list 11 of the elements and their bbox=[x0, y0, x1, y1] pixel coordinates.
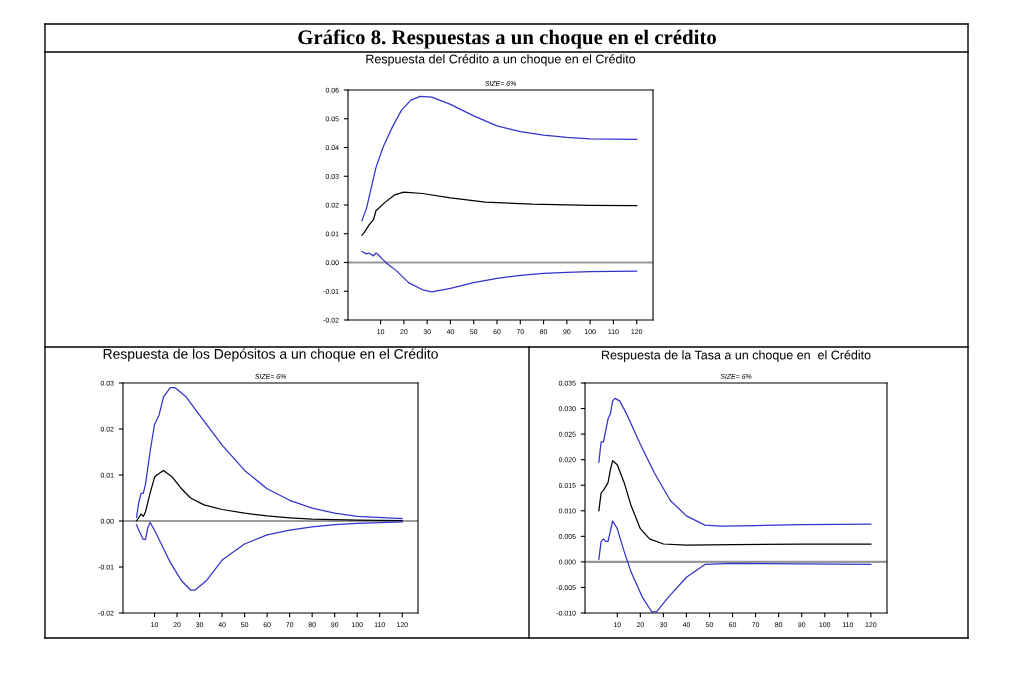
line-series bbox=[135, 469, 403, 522]
chart-title: Respuesta de la Tasa a un choque en el Crédito bbox=[601, 350, 871, 362]
chart-title: Respuesta del Crédito a un choque en el Crédito bbox=[366, 54, 636, 66]
line-series bbox=[598, 460, 872, 546]
line-series bbox=[598, 520, 872, 613]
text: Gráfico 8. Respuestas a un choque en el crédito bbox=[298, 29, 716, 49]
chart-title: Respuesta de los Depósitos a un choque en el Crédito bbox=[103, 348, 438, 362]
line-series bbox=[361, 95, 638, 222]
line-series bbox=[598, 397, 872, 527]
line-series bbox=[361, 250, 638, 293]
line-series bbox=[361, 191, 638, 236]
